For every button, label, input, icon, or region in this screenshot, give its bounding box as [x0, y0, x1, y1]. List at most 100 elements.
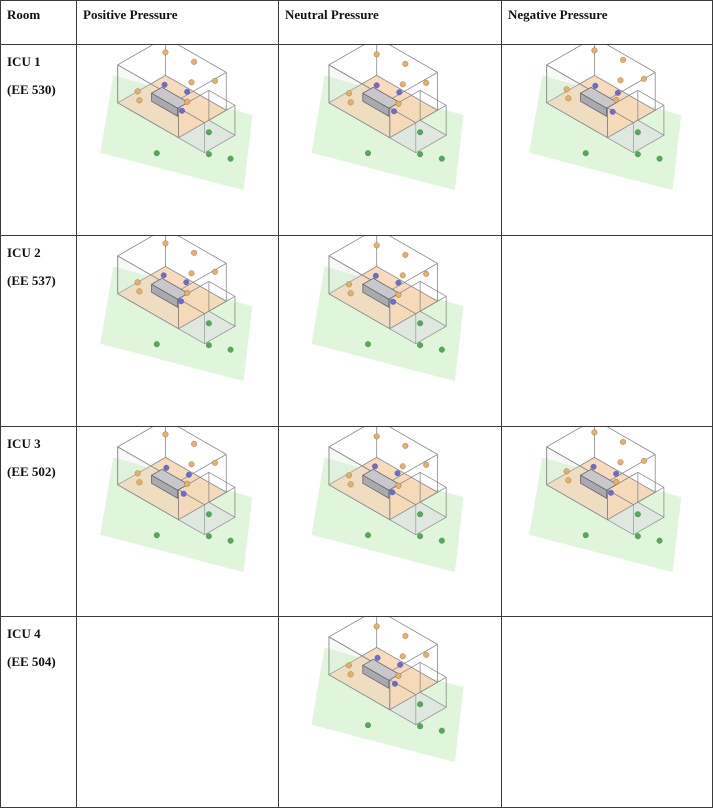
patient-bed-side	[151, 474, 179, 499]
sensor-blue	[373, 82, 380, 89]
wall-edge	[389, 263, 438, 292]
sensor-orange	[212, 78, 218, 85]
sensor-orange	[134, 88, 141, 95]
sensor-blue	[160, 272, 167, 279]
room-label-cell: ICU 2 (EE 537)	[0, 235, 77, 427]
sensor-green	[205, 342, 212, 349]
sensor-orange	[620, 57, 627, 64]
anteroom-edge	[415, 295, 447, 315]
table-row-icu2: ICU 2 (EE 537)	[0, 235, 713, 427]
wall-edge	[389, 236, 438, 264]
empty-cell	[76, 616, 279, 808]
sensor-orange	[395, 482, 402, 489]
sensor-green	[205, 129, 212, 136]
wall-edge	[607, 453, 656, 482]
sensor-green	[438, 156, 445, 163]
sensor-blue	[180, 490, 187, 497]
room-model-neutral	[278, 425, 502, 618]
sensor-blue	[607, 489, 614, 496]
sensor-blue	[395, 279, 402, 286]
sensor-orange	[617, 459, 624, 465]
sensor-orange	[423, 652, 430, 659]
wall-edge	[389, 644, 438, 673]
sensor-blue	[391, 108, 398, 115]
sensor-orange	[134, 470, 141, 476]
room-model-illustration	[311, 236, 464, 382]
sensor-orange	[395, 291, 402, 298]
sensor-green	[153, 150, 160, 157]
sensor-orange	[345, 90, 352, 97]
sensor-orange	[212, 268, 218, 275]
room-name: ICU 1	[7, 54, 41, 70]
wall-edge	[389, 72, 438, 101]
wall-edge	[328, 426, 365, 447]
patient-bed-side	[362, 474, 390, 499]
sensor-blue	[161, 82, 168, 89]
anteroom-floor	[177, 310, 236, 345]
patient-bed-side	[151, 283, 179, 308]
room-name: ICU 3	[7, 435, 41, 451]
anteroom-edge	[415, 486, 447, 505]
sensor-blue	[592, 83, 599, 90]
anteroom-edge	[204, 105, 236, 124]
anteroom-shade	[178, 501, 235, 535]
anteroom-shade	[389, 501, 447, 535]
anteroom-shade	[389, 311, 447, 344]
anteroom-edge	[415, 677, 447, 696]
anteroom-edge	[208, 471, 236, 488]
sensor-orange	[399, 653, 406, 660]
sensor-green	[205, 510, 212, 517]
sensor-green	[205, 532, 212, 539]
sensor-orange	[399, 463, 406, 469]
sensor-blue	[179, 108, 185, 115]
sensor-orange	[345, 281, 352, 288]
sensor-orange	[345, 662, 352, 669]
sensor-orange	[402, 442, 409, 449]
wall-edge	[389, 45, 438, 74]
anteroom-edge	[419, 90, 447, 107]
sensor-orange	[373, 623, 380, 630]
anteroom-floor	[177, 501, 236, 535]
room-model-illustration	[311, 617, 464, 763]
room-model-illustration	[529, 45, 682, 191]
sensor-blue	[397, 662, 404, 669]
wall-edge	[328, 236, 365, 257]
sensor-orange	[620, 438, 627, 445]
anteroom-edge	[633, 105, 665, 124]
wall-edge	[389, 426, 438, 455]
anteroom-edge	[419, 280, 447, 297]
wall-edge	[328, 617, 365, 638]
header-neutral-pressure: Neutral Pressure	[278, 0, 502, 46]
room-model-neutral	[278, 616, 502, 808]
anteroom-floor	[388, 501, 447, 535]
anteroom-edge	[637, 90, 665, 107]
sensor-green	[438, 728, 445, 734]
sensor-green	[438, 537, 445, 544]
sensor-green	[153, 341, 160, 348]
sensor-green	[417, 532, 424, 539]
sensor-orange	[188, 79, 195, 86]
room-name: ICU 4	[7, 626, 41, 642]
sensor-blue	[613, 470, 620, 477]
sensor-orange	[591, 47, 598, 54]
sensor-orange	[395, 673, 402, 680]
room-code: (EE 537)	[7, 273, 56, 289]
table-row-icu1: ICU 1 (EE 530)	[0, 44, 713, 237]
anteroom-edge	[633, 486, 665, 505]
anteroom-shade	[607, 501, 664, 535]
sensor-green	[417, 701, 424, 708]
sensor-orange	[191, 59, 198, 66]
sensor-orange	[563, 468, 570, 474]
patient-bed-side	[362, 283, 390, 308]
anteroom-edge	[419, 471, 447, 488]
room-model-illustration	[100, 426, 253, 572]
room-label-cell: ICU 4 (EE 504)	[0, 616, 77, 808]
anteroom-edge	[419, 662, 447, 678]
wall-edge	[607, 72, 656, 101]
table-row-icu4: ICU 4 (EE 504)	[0, 616, 713, 808]
sensor-green	[582, 150, 589, 157]
sensor-blue	[185, 471, 192, 478]
sensor-orange	[162, 431, 169, 437]
wall-edge	[389, 453, 438, 482]
sensor-orange	[347, 481, 354, 487]
